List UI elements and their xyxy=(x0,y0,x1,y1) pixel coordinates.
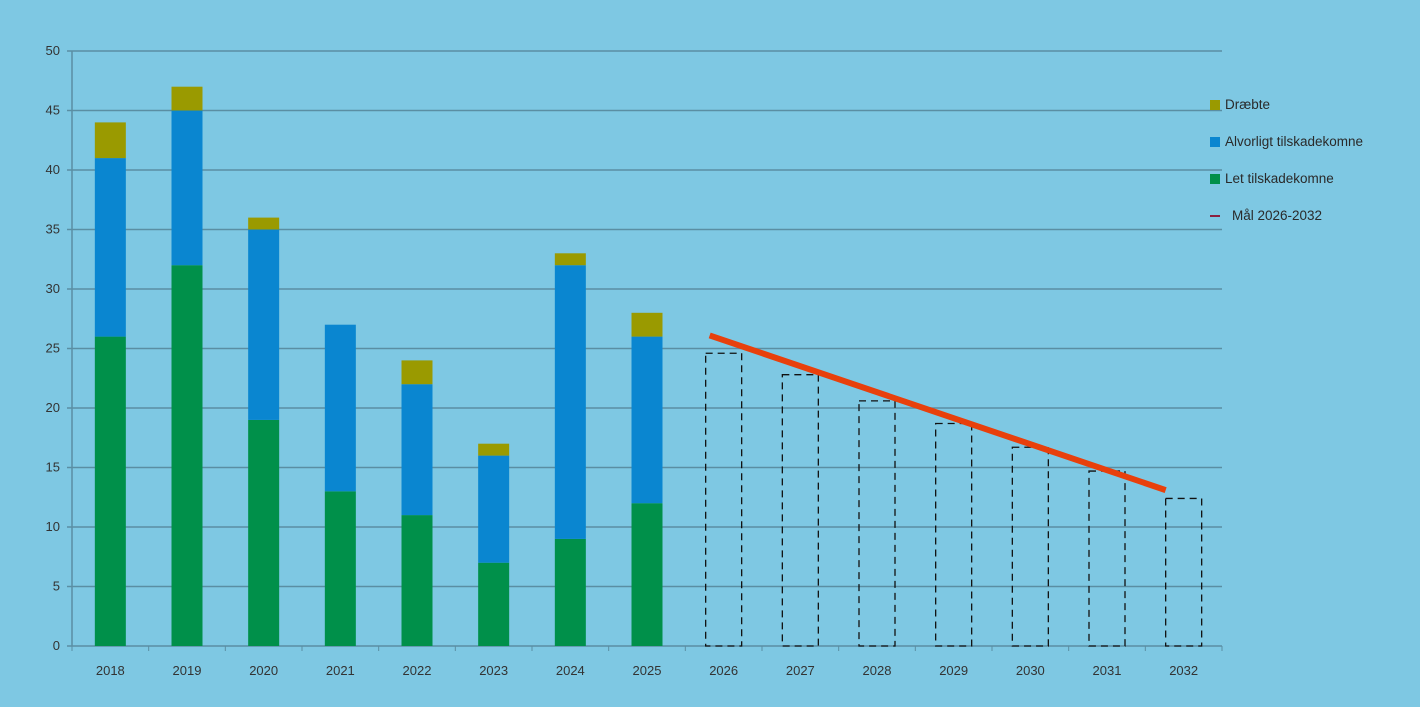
bar-segment xyxy=(324,324,356,492)
bar-segment xyxy=(94,158,126,337)
y-tick-label: 20 xyxy=(46,400,60,415)
legend-label: Dræbte xyxy=(1225,97,1271,112)
target-box xyxy=(705,352,743,647)
x-tick-label: 2027 xyxy=(786,663,815,678)
bar-segment xyxy=(554,538,586,646)
x-tick-label: 2024 xyxy=(556,663,585,678)
bar-segment xyxy=(248,419,280,646)
y-tick-label: 5 xyxy=(53,579,60,594)
legend-label: Alvorligt tilskadekomne xyxy=(1225,134,1364,149)
target-box xyxy=(781,374,819,647)
legend-label: Mål 2026-2032 xyxy=(1232,208,1323,223)
bar-segment xyxy=(401,515,433,646)
bar-segment xyxy=(631,312,663,337)
bar-segment xyxy=(94,122,126,159)
x-tick-label: 2026 xyxy=(709,663,738,678)
legend-label: Let tilskadekomne xyxy=(1225,171,1334,186)
target-line xyxy=(708,332,1167,493)
y-tick-label: 30 xyxy=(46,281,60,296)
legend-swatch-alvorligt xyxy=(1210,136,1220,147)
bar-segment xyxy=(94,336,126,646)
target-box xyxy=(1088,470,1126,647)
legend-item-maal: Mål 2026-2032 xyxy=(1210,197,1363,234)
y-tick-label: 25 xyxy=(46,341,60,356)
x-tick-label: 2022 xyxy=(403,663,432,678)
x-tick-label: 2029 xyxy=(939,663,968,678)
legend-swatch-let xyxy=(1210,173,1220,184)
x-tick-label: 2025 xyxy=(633,663,662,678)
y-tick-label: 40 xyxy=(46,162,60,177)
legend-item-let: Let tilskadekomne xyxy=(1210,160,1363,197)
bar-segment xyxy=(631,336,663,504)
bar-segment xyxy=(171,86,203,111)
y-tick-label: 10 xyxy=(46,519,60,534)
legend-swatch-draebte xyxy=(1210,99,1220,110)
x-tick-label: 2018 xyxy=(96,663,125,678)
y-tick-label: 0 xyxy=(53,638,60,653)
bar-segment xyxy=(324,491,356,646)
x-tick-label: 2019 xyxy=(173,663,202,678)
bar-segment xyxy=(171,110,203,266)
bar-segment xyxy=(478,455,510,563)
y-tick-label: 45 xyxy=(46,103,60,118)
target-box xyxy=(1165,497,1203,647)
bar-segment xyxy=(171,265,203,646)
bar-segment xyxy=(248,217,280,230)
y-tick-label: 50 xyxy=(46,43,60,58)
target-box xyxy=(935,422,973,647)
bar-segment xyxy=(248,229,280,420)
y-tick-label: 15 xyxy=(46,460,60,475)
x-tick-label: 2021 xyxy=(326,663,355,678)
bar-segment xyxy=(401,384,433,516)
x-tick-label: 2032 xyxy=(1169,663,1198,678)
target-box xyxy=(1011,446,1049,647)
legend-swatch-maal xyxy=(1210,214,1220,217)
bar-segment xyxy=(554,253,586,266)
bar-segment xyxy=(631,503,663,646)
legend-item-draebte: Dræbte xyxy=(1210,86,1363,123)
x-tick-label: 2030 xyxy=(1016,663,1045,678)
x-tick-label: 2023 xyxy=(479,663,508,678)
y-tick-label: 35 xyxy=(46,222,60,237)
x-tick-label: 2031 xyxy=(1093,663,1122,678)
bar-segment xyxy=(554,265,586,539)
x-tick-label: 2028 xyxy=(863,663,892,678)
bar-segment xyxy=(478,443,510,456)
chart-legend: Dræbte Alvorligt tilskadekomne Let tilsk… xyxy=(1210,86,1363,234)
bar-segment xyxy=(478,562,510,646)
legend-item-alvorligt: Alvorligt tilskadekomne xyxy=(1210,123,1363,160)
target-box xyxy=(858,400,896,647)
x-tick-label: 2020 xyxy=(249,663,278,678)
bar-segment xyxy=(401,360,433,385)
